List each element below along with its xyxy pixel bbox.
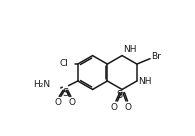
Text: O: O xyxy=(54,98,61,107)
Text: Cl: Cl xyxy=(60,59,68,68)
Text: NH: NH xyxy=(123,45,136,54)
Text: O: O xyxy=(68,98,75,107)
Text: H₂N: H₂N xyxy=(33,80,50,89)
Text: S: S xyxy=(62,88,68,98)
Text: O: O xyxy=(125,103,132,112)
Text: O: O xyxy=(111,103,118,112)
Text: NH: NH xyxy=(138,76,152,86)
Text: Br: Br xyxy=(151,52,161,61)
Text: S: S xyxy=(117,90,123,100)
